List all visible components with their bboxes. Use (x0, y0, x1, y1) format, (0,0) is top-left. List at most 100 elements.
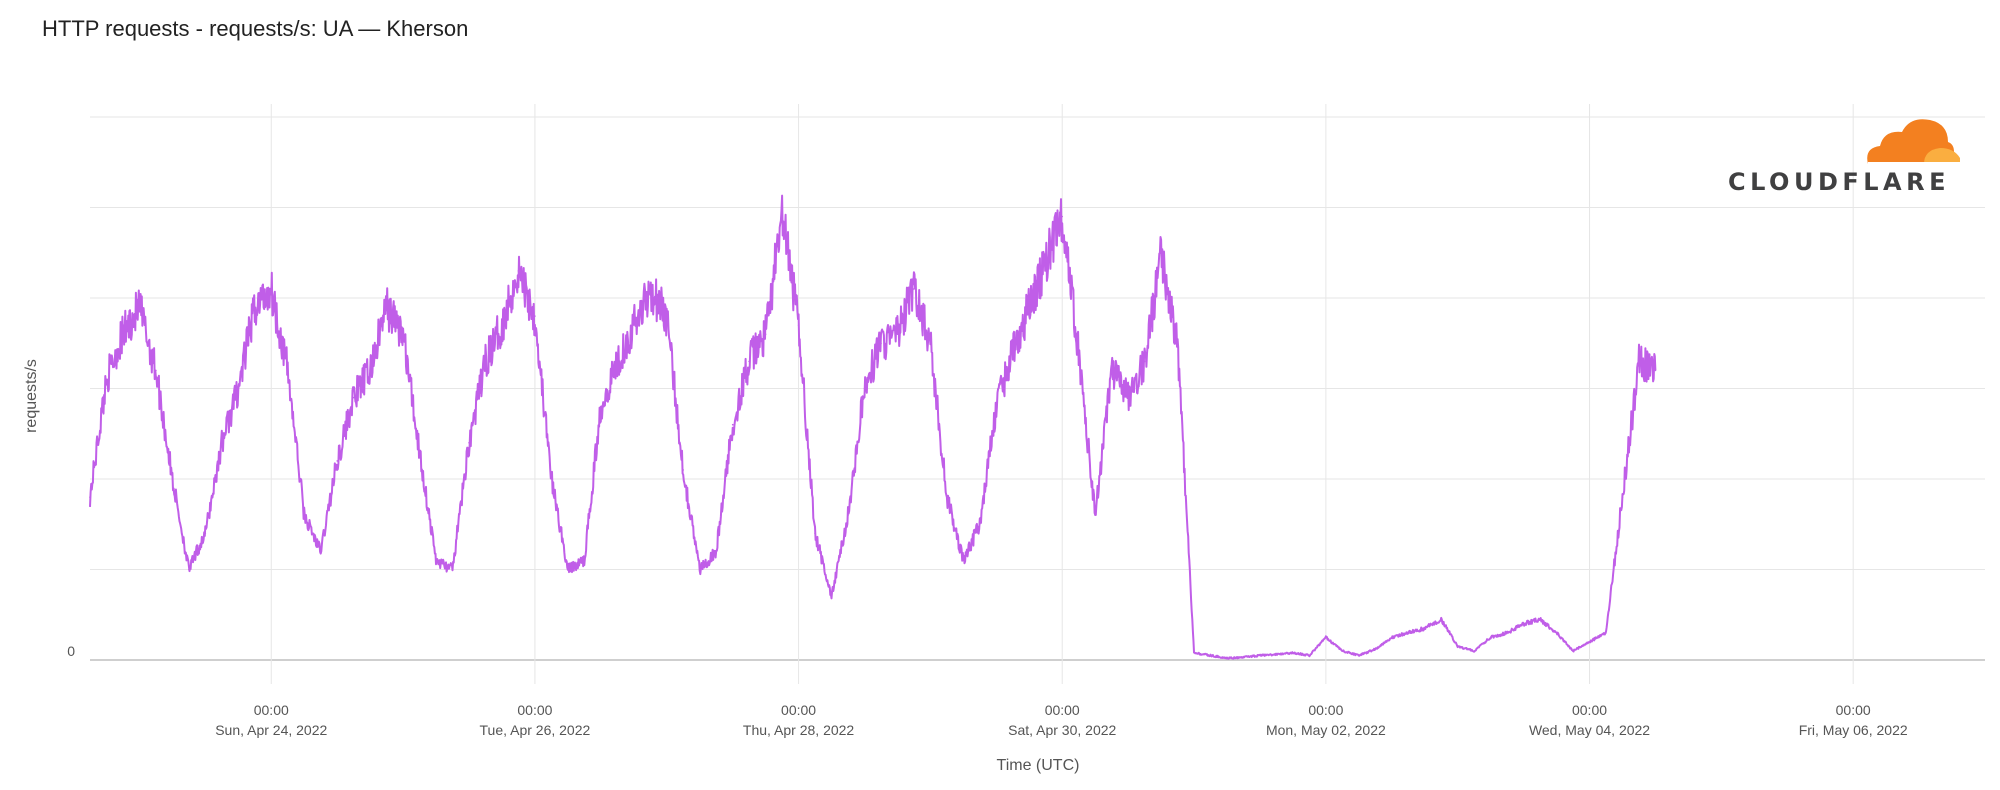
data-point (1127, 396, 1129, 399)
data-point (1391, 636, 1393, 639)
data-point (649, 288, 652, 290)
data-point (1588, 641, 1591, 643)
data-point (369, 369, 371, 372)
data-point (1061, 215, 1063, 218)
data-point (1077, 351, 1080, 354)
x-tick-date: Tue, Apr 26, 2022 (480, 722, 591, 738)
data-point (1638, 360, 1640, 363)
data-point (468, 442, 470, 444)
data-point (1209, 654, 1212, 657)
gridlines (90, 116, 1985, 661)
data-point (138, 306, 141, 308)
data-point (1374, 648, 1377, 650)
data-point (286, 369, 289, 372)
x-tick-time: 00:00 (1045, 702, 1080, 718)
data-point (402, 333, 404, 336)
data-point (880, 342, 882, 345)
data-point (715, 550, 717, 553)
data-point (204, 532, 207, 535)
data-point (303, 514, 306, 516)
data-point (946, 496, 948, 498)
data-point (418, 451, 421, 453)
data-point (913, 288, 915, 290)
data-point (122, 333, 124, 336)
data-point (1259, 654, 1261, 657)
x-tick-date: Sat, Apr 30, 2022 (1008, 722, 1116, 738)
data-point (1539, 618, 1541, 621)
data-point (929, 342, 932, 345)
data-point (567, 568, 569, 571)
data-point (1605, 632, 1607, 634)
data-point (1572, 650, 1574, 652)
y-tick-label: 0 (67, 643, 75, 659)
data-point (451, 568, 454, 571)
x-tick-labels: 00:00 Sun, Apr 24, 2022 00:00 Tue, Apr 26, … (215, 104, 1908, 738)
data-point (188, 568, 190, 571)
x-tick-time: 00:00 (517, 702, 552, 718)
data-point (1456, 645, 1459, 648)
data-point (962, 559, 965, 562)
x-tick-time: 00:00 (1836, 702, 1871, 718)
data-point (1341, 650, 1344, 652)
data-point (221, 442, 223, 444)
data-point (319, 550, 322, 553)
x-tick-date: Fri, May 06, 2022 (1799, 722, 1908, 738)
data-point (237, 387, 240, 390)
data-point (254, 306, 256, 308)
data-point (105, 378, 108, 381)
data-point (665, 315, 668, 317)
cloud-logo-icon (1867, 119, 1960, 165)
data-point (1094, 514, 1096, 516)
data-point (764, 333, 767, 336)
data-point (600, 405, 602, 408)
x-axis-title: Time (UTC) (997, 757, 1080, 774)
data-point (1473, 650, 1475, 652)
x-tick-time: 00:00 (781, 702, 816, 718)
series-line (89, 194, 1657, 660)
x-tick-time: 00:00 (1308, 702, 1343, 718)
logo-wordmark: CLOUDFLARE (1728, 168, 1950, 196)
data-point (484, 360, 487, 363)
data-point (1275, 653, 1278, 656)
data-point (1654, 369, 1657, 372)
x-tick-date: Mon, May 02, 2022 (1266, 722, 1386, 738)
data-point (1440, 618, 1442, 621)
data-point (435, 559, 437, 562)
data-point (1506, 632, 1508, 634)
data-point (501, 324, 503, 326)
data-point (517, 270, 520, 272)
data-point (616, 360, 619, 363)
data-point (863, 387, 866, 390)
data-point (336, 460, 339, 462)
data-point (979, 523, 981, 526)
series-group (89, 194, 1657, 660)
data-point (1143, 360, 1146, 363)
data-point (1407, 632, 1410, 634)
data-point (633, 324, 635, 326)
data-point (171, 478, 174, 480)
data-point (1489, 636, 1492, 639)
data-point (1226, 657, 1228, 659)
data-point (781, 215, 783, 218)
data-point (534, 315, 536, 317)
data-point (352, 396, 355, 399)
data-point (1308, 654, 1311, 657)
x-tick-time: 00:00 (1572, 702, 1607, 718)
data-point (847, 514, 849, 516)
y-axis-title: requests/s (23, 359, 40, 433)
data-point (830, 595, 833, 598)
data-point (748, 360, 750, 363)
data-point (583, 559, 586, 562)
x-tick-date: Sun, Apr 24, 2022 (215, 722, 327, 738)
data-point (155, 369, 157, 372)
x-tick-date: Thu, Apr 28, 2022 (743, 722, 855, 738)
data-point (698, 568, 701, 571)
data-point (1522, 623, 1525, 625)
data-point (995, 405, 998, 408)
data-point (1325, 636, 1327, 639)
x-tick-date: Wed, May 04, 2022 (1529, 722, 1650, 738)
data-point (1160, 252, 1162, 254)
data-point (1012, 351, 1014, 354)
data-point (1028, 306, 1031, 308)
